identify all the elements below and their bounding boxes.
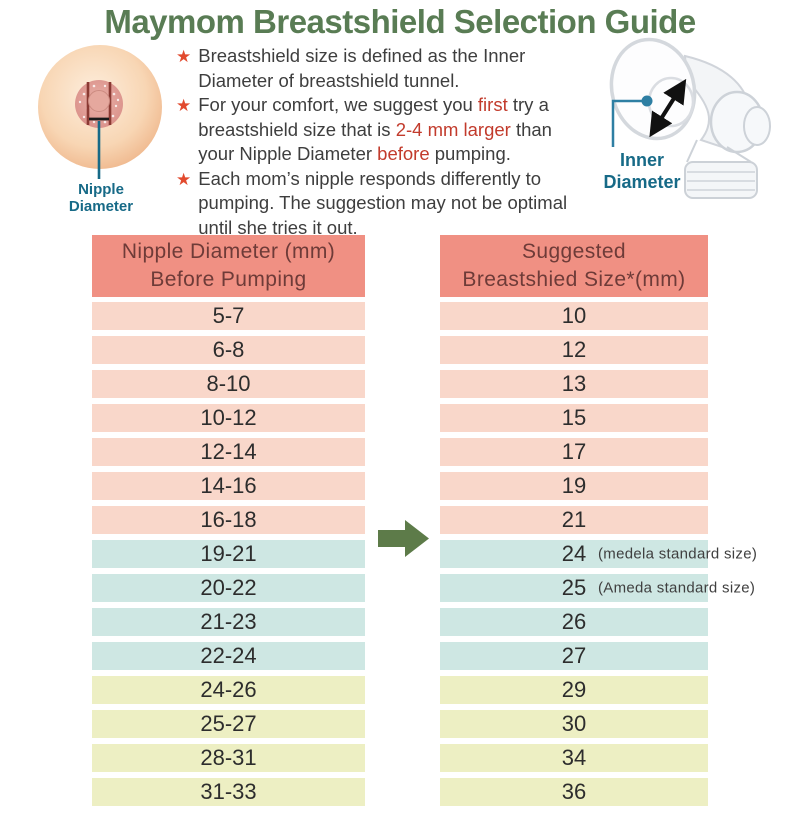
nipple-label-line2: Diameter [68, 198, 134, 215]
bullet-item: ★ For your comfort, we suggest you first … [176, 93, 590, 167]
header-right-line2: Breastshied Size*(mm) [462, 268, 686, 291]
size-cell: 17 [440, 438, 708, 466]
nipple-range-cell: 14-16 [92, 472, 365, 500]
size-value: 30 [561, 711, 587, 736]
nipple-range-cell: 20-22 [92, 574, 365, 602]
inner-diameter-label: Inner Diameter [585, 149, 699, 193]
size-value: 25 [561, 575, 587, 600]
size-cell: 26 [440, 608, 708, 636]
bullet-item: ★ Each mom’s nipple responds differently … [176, 167, 590, 241]
size-value: 13 [561, 371, 587, 396]
table-row: 5-7 10 [0, 302, 800, 330]
size-cell: 19 [440, 472, 708, 500]
nipple-range-cell: 12-14 [92, 438, 365, 466]
inner-label-line2: Diameter [603, 172, 681, 192]
size-cell: 27 [440, 642, 708, 670]
nipple-range-cell: 5-7 [92, 302, 365, 330]
nipple-range-cell: 6-8 [92, 336, 365, 364]
size-cell: 24 (medela standard size) [440, 540, 757, 568]
table-row: 6-8 12 [0, 336, 800, 364]
table-row: 28-31 34 [0, 744, 800, 772]
nipple-range-cell: 16-18 [92, 506, 365, 534]
size-cell: 29 [440, 676, 708, 704]
nipple-range-cell: 25-27 [92, 710, 365, 738]
table-row: 24-26 29 [0, 676, 800, 704]
size-value: 19 [561, 473, 587, 498]
pump-knob [743, 106, 771, 146]
size-note: (medela standard size) [598, 545, 758, 563]
size-value: 15 [561, 405, 587, 430]
nipple-label-line1: Nipple [78, 181, 124, 198]
star-icon: ★ [176, 169, 192, 189]
table-row: 16-18 21 [0, 506, 800, 534]
table-row: 8-10 13 [0, 370, 800, 398]
breast-illustration [38, 45, 162, 179]
bullet-item: ★ Breastshield size is defined as the Inn… [176, 44, 590, 93]
nipple-range-cell: 10-12 [92, 404, 365, 432]
size-value: 21 [561, 507, 587, 532]
size-value: 17 [561, 439, 587, 464]
page-title: Maymom Breastshield Selection Guide [104, 3, 696, 40]
size-cell: 12 [440, 336, 708, 364]
table-header-nipple-diameter: Nipple Diameter (mm) Before Pumping [92, 235, 365, 297]
size-value: 26 [561, 609, 587, 634]
table-row: 12-14 17 [0, 438, 800, 466]
size-cell: 36 [440, 778, 708, 806]
nipple-circle [88, 90, 110, 112]
nipple-range-cell: 31-33 [92, 778, 365, 806]
size-cell: 13 [440, 370, 708, 398]
nipple-range-cell: 8-10 [92, 370, 365, 398]
neck-lines [686, 139, 752, 163]
size-cell: 10 [440, 302, 708, 330]
size-value: 29 [561, 677, 587, 702]
breastshield-illustration [609, 37, 771, 199]
size-cell: 30 [440, 710, 708, 738]
size-value: 34 [561, 745, 587, 770]
table-row: 19-21 24 (medela standard size) [0, 540, 800, 568]
header-left-line2: Before Pumping [150, 268, 307, 291]
header-left-line1: Nipple Diameter (mm) [121, 240, 336, 263]
header-right-line1: Suggested [521, 240, 627, 263]
size-value: 36 [561, 779, 587, 804]
table-row: 31-33 36 [0, 778, 800, 806]
nipple-range-cell: 19-21 [92, 540, 365, 568]
size-value: 27 [561, 643, 587, 668]
size-value: 10 [561, 303, 587, 328]
areola-dots [78, 84, 120, 124]
inner-label-line1: Inner [619, 150, 664, 170]
star-icon: ★ [176, 96, 192, 115]
label-pointer-line [611, 99, 647, 147]
bullet-text: For your comfort, we suggest you first t… [198, 94, 552, 164]
bullet-list: ★ Breastshield size is defined as the Inn… [176, 44, 590, 240]
nipple-range-cell: 24-26 [92, 676, 365, 704]
size-cell: 34 [440, 744, 708, 772]
nipple-diameter-label: Nipple Diameter [36, 181, 166, 215]
inner-diameter-arrow-icon [649, 78, 687, 138]
bullet-text: Each mom’s nipple responds differently t… [198, 167, 568, 238]
bottle-cap-ridges [687, 171, 755, 191]
table-row: 21-23 26 [0, 608, 800, 636]
nipple-range-cell: 22-24 [92, 642, 365, 670]
size-table-rows: 5-7 10 6-8 12 8-10 13 10-12 15 12-14 17 14-16 19 16-… [0, 302, 800, 812]
star-icon: ★ [176, 47, 192, 66]
table-row: 20-22 25 (Ameda standard size) [0, 574, 800, 602]
table-row: 22-24 27 [0, 642, 800, 670]
table-header-suggested-size: Suggested Breastshied Size*(mm) [440, 235, 708, 297]
size-cell: 25 (Ameda standard size) [440, 574, 755, 602]
right-arrow-icon [378, 520, 429, 557]
nipple-range-cell: 28-31 [92, 744, 365, 772]
bullet-text: Breastshield size is defined as the Inne… [198, 45, 526, 91]
size-cell: 21 [440, 506, 708, 534]
size-note: (Ameda standard size) [598, 579, 756, 597]
table-row: 14-16 19 [0, 472, 800, 500]
size-value: 24 [561, 541, 587, 566]
table-row: 10-12 15 [0, 404, 800, 432]
nipple-range-cell: 21-23 [92, 608, 365, 636]
size-cell: 15 [440, 404, 708, 432]
size-value: 12 [561, 337, 587, 362]
table-row: 25-27 30 [0, 710, 800, 738]
